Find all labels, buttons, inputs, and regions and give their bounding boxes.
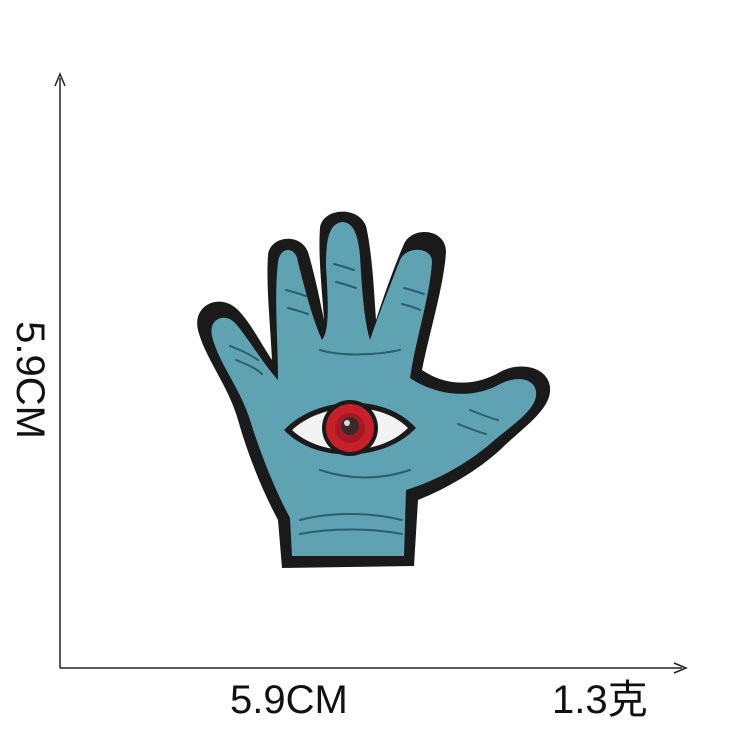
hand-fill — [211, 222, 537, 556]
hand-patch — [197, 211, 551, 568]
stitch-lines — [229, 263, 499, 535]
horizontal-axis-arrow — [673, 662, 688, 674]
width-label: 5.9CM — [230, 678, 348, 722]
vertical-axis-arrow — [54, 72, 66, 87]
height-label: 5.9CM — [8, 321, 52, 439]
eye-highlight — [344, 420, 350, 426]
weight-label: 1.3克 — [552, 678, 648, 722]
eye-pupil — [341, 417, 359, 435]
eye — [284, 400, 416, 456]
dimension-axes — [54, 72, 688, 674]
